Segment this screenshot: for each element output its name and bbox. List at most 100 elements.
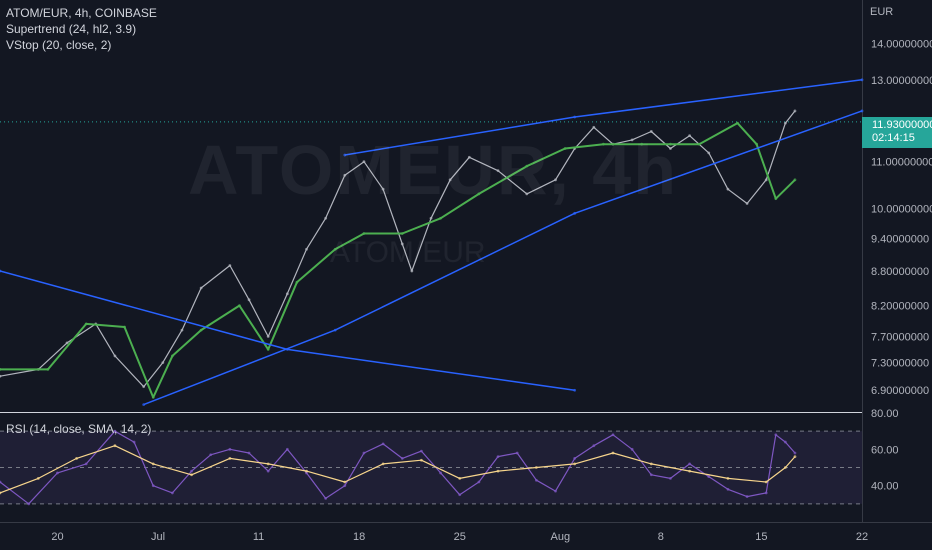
rsi-line-point <box>534 478 538 482</box>
time-axis-label: 11 <box>253 531 264 543</box>
price-line-point <box>247 298 251 302</box>
rsi-ma-line-point <box>190 473 193 477</box>
trendline-lower-point <box>860 109 864 113</box>
rsi-line-point <box>774 433 778 437</box>
rsi-band <box>0 431 862 504</box>
trendline-upper-point <box>343 153 347 157</box>
supertrend-line-point <box>333 247 337 251</box>
price-axis-label: 8.80000000 <box>871 266 929 278</box>
rsi-line-point <box>726 487 730 491</box>
bar-countdown: 02:14:15 <box>872 132 915 144</box>
supertrend-line-point <box>295 280 299 284</box>
rsi-ma-line-point <box>726 477 730 480</box>
price-line-point <box>467 155 471 159</box>
supertrend-line-point <box>46 367 50 371</box>
rsi-line-point <box>190 469 193 473</box>
supertrend-line-point <box>774 197 778 201</box>
price-line-point <box>65 341 69 345</box>
price-line-point <box>400 242 404 246</box>
time-axis-label: 22 <box>856 531 868 543</box>
price-line-point <box>343 173 347 177</box>
supertrend-line-point <box>362 232 366 235</box>
supertrend-line-point <box>755 142 759 146</box>
rsi-line-point <box>649 473 653 477</box>
price-line-point <box>410 269 414 273</box>
price-line-point <box>793 109 797 113</box>
rsi-line-point <box>573 457 577 460</box>
price-line-point <box>745 202 749 205</box>
rsi-line-point <box>669 477 672 480</box>
supertrend-line-point <box>525 164 529 168</box>
vstop-legend[interactable]: VStop (20, close, 2) <box>6 38 112 52</box>
price-axis-label: 8.20000000 <box>871 301 929 313</box>
trendline-lower-point <box>573 211 577 215</box>
rsi-ma-line-point <box>36 477 40 480</box>
price-line-point <box>496 169 500 173</box>
rsi-line-point <box>477 480 481 484</box>
symbol-watermark: ATOMEUR, 4h <box>188 131 678 209</box>
rsi-ma-line-point <box>573 462 577 466</box>
price-line-point <box>142 385 146 389</box>
rsi-ma-line-point <box>343 480 347 484</box>
rsi-ma-line-point <box>381 462 385 466</box>
rsi-line-point <box>113 429 117 433</box>
rsi-ma-line-point <box>496 469 500 473</box>
price-line-point <box>228 264 232 267</box>
rsi-line-point <box>592 444 596 448</box>
rsi-line-point <box>151 484 155 488</box>
rsi-ma-line-point <box>534 466 538 469</box>
rsi-ma-line-point <box>649 462 653 466</box>
trendline-lower-point <box>333 328 337 332</box>
rsi-line-point <box>439 471 442 475</box>
rsi-ma-line-point <box>783 466 787 469</box>
rsi-line-point <box>745 495 749 498</box>
rsi-line-point <box>324 496 328 500</box>
symbol-legend[interactable]: ATOM/EUR, 4h, COINBASE <box>6 6 157 20</box>
rsi-ma-line-point <box>764 480 768 484</box>
price-axis-label: 10.00000000 <box>871 203 932 215</box>
price-line-point <box>783 121 787 125</box>
supertrend-line-point <box>400 232 404 235</box>
rsi-line-point <box>400 457 404 460</box>
supertrend-line-point <box>266 347 270 351</box>
price-line-point <box>161 361 165 365</box>
trendline-upper-point <box>573 115 577 119</box>
supertrend-line-point <box>151 395 155 399</box>
rsi-line-point <box>611 433 615 437</box>
supertrend-line-point <box>84 322 88 326</box>
rsi-line-point <box>266 469 270 473</box>
price-axis-label: 14.00000000 <box>871 39 932 51</box>
price-line-point <box>554 178 557 182</box>
price-line-point <box>180 328 184 332</box>
time-axis-label: 20 <box>51 531 63 543</box>
rsi-line-point <box>793 451 797 455</box>
rsi-line-point <box>381 442 385 446</box>
price-line-point <box>688 134 691 138</box>
supertrend-line-point <box>602 142 605 146</box>
rsi-line-point <box>27 502 31 506</box>
price-line-point <box>630 138 634 142</box>
price-line-point <box>669 147 672 150</box>
rsi-legend[interactable]: RSI (14, close, SMA, 14, 2) <box>6 422 152 436</box>
supertrend-line-point <box>123 325 126 329</box>
rsi-ma-line-point <box>458 477 462 480</box>
rsi-line-point <box>707 475 711 478</box>
rsi-line-point <box>515 451 519 455</box>
rsi-line-point <box>228 447 232 451</box>
supertrend-line-point <box>697 142 701 146</box>
supertrend-line-point <box>439 216 442 220</box>
rsi-line-point <box>496 455 500 458</box>
supertrend-legend[interactable]: Supertrend (24, hl2, 3.9) <box>6 22 137 36</box>
trendline-lower <box>143 110 863 406</box>
supertrend-line-point <box>199 328 203 332</box>
current-price-value: 11.93000000 <box>872 119 932 131</box>
rsi-axis-label: 40.00 <box>871 481 899 493</box>
rsi-line-point <box>0 480 2 484</box>
supertrend-line-point <box>563 147 567 150</box>
rsi-ma-line-point <box>793 455 797 458</box>
rsi-line-point <box>132 440 136 444</box>
supertrend-line-point <box>669 142 672 146</box>
trendline-upper-point <box>860 78 864 82</box>
